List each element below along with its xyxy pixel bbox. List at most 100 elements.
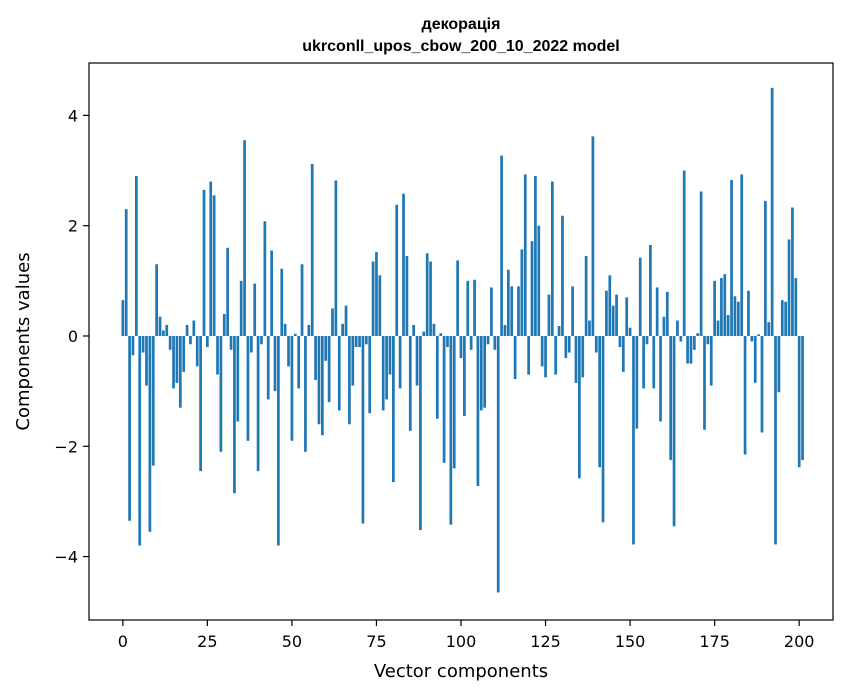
bar <box>506 269 510 336</box>
bar <box>625 297 629 336</box>
bar <box>605 290 608 336</box>
bar <box>584 256 588 336</box>
bar <box>324 335 328 361</box>
bar <box>145 335 148 386</box>
bar <box>435 335 439 419</box>
bar <box>571 286 574 336</box>
bar <box>588 320 591 336</box>
y-tick-label: −4 <box>54 548 78 567</box>
bar <box>246 335 250 441</box>
bar <box>784 301 788 336</box>
bar <box>449 335 453 525</box>
bar <box>659 335 662 422</box>
bar <box>747 290 750 336</box>
bar <box>348 335 351 425</box>
bar <box>733 296 737 336</box>
bar <box>743 335 747 455</box>
bar <box>490 287 493 336</box>
bar <box>696 333 700 336</box>
plot-frame <box>88 62 834 621</box>
bar <box>608 275 612 336</box>
bar <box>794 278 798 336</box>
bar <box>327 335 331 403</box>
y-tick-label: 2 <box>68 217 78 236</box>
bar <box>124 209 128 336</box>
bar <box>216 335 219 375</box>
bar <box>354 335 358 348</box>
bar <box>581 335 585 378</box>
bar <box>730 179 733 336</box>
bar <box>229 335 233 350</box>
bar <box>736 301 740 336</box>
bar <box>645 335 649 345</box>
x-tick-label: 175 <box>699 632 730 651</box>
bar <box>574 335 578 383</box>
bar <box>510 286 514 336</box>
bar <box>249 335 253 353</box>
bar <box>236 335 240 422</box>
bar <box>567 335 571 353</box>
x-tick-label: 75 <box>366 632 386 651</box>
x-tick-label: 25 <box>197 632 217 651</box>
bar <box>611 305 615 336</box>
bar <box>615 294 618 336</box>
bar <box>496 335 500 593</box>
bar <box>517 286 520 336</box>
bar <box>466 280 470 336</box>
bar <box>632 335 635 545</box>
x-tick-label: 0 <box>118 632 128 651</box>
bar <box>764 200 767 336</box>
bar <box>578 335 581 479</box>
bar <box>239 280 243 336</box>
bar <box>283 323 287 336</box>
bar <box>307 324 311 336</box>
bar <box>395 204 399 336</box>
bar <box>723 274 727 336</box>
bar <box>686 335 689 364</box>
bar <box>297 335 301 389</box>
bar <box>425 253 429 336</box>
bar <box>162 330 165 336</box>
bar <box>780 300 784 336</box>
bar <box>378 275 382 336</box>
bar <box>801 335 804 461</box>
bar <box>679 335 683 342</box>
bar <box>233 335 236 494</box>
chart-title-line-1: декорація <box>422 16 501 33</box>
bar <box>594 335 598 353</box>
bar <box>419 335 422 531</box>
bar <box>344 305 348 336</box>
bar <box>699 191 703 336</box>
bar <box>591 136 595 336</box>
y-axis-label: Components values <box>13 252 34 430</box>
bar <box>243 140 246 336</box>
bar <box>486 335 490 345</box>
bar <box>178 335 182 408</box>
bar <box>463 335 466 416</box>
bar <box>676 320 679 336</box>
bar <box>544 335 547 378</box>
x-axis-label: Vector components <box>374 661 548 682</box>
bar <box>206 335 209 348</box>
bar <box>405 256 409 336</box>
bar <box>165 324 169 336</box>
bar <box>446 335 449 348</box>
bar <box>479 335 483 411</box>
bar <box>219 335 223 452</box>
bar <box>334 180 338 336</box>
bar <box>537 225 541 336</box>
bar <box>618 335 622 348</box>
bar <box>388 335 392 375</box>
bar <box>300 264 304 336</box>
bar <box>530 241 534 336</box>
bar <box>222 313 226 336</box>
bar <box>290 335 294 441</box>
bar <box>682 170 686 336</box>
bar <box>320 335 324 436</box>
bar <box>439 333 443 336</box>
bar <box>202 189 206 336</box>
x-tick-label: 100 <box>446 632 477 651</box>
bar <box>134 176 138 336</box>
bar <box>195 335 199 367</box>
bar <box>547 294 551 336</box>
